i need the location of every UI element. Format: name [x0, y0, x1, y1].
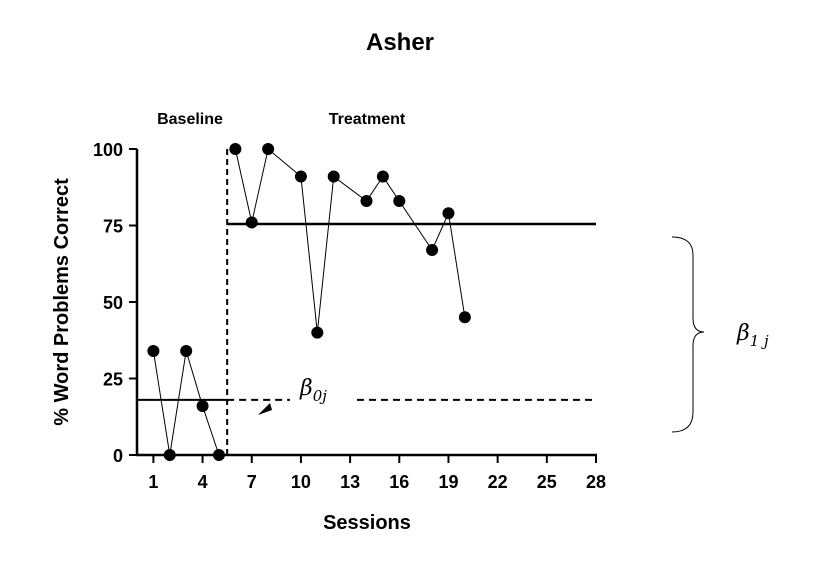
- data-point: [229, 143, 242, 155]
- data-point: [458, 311, 471, 324]
- phase-lines: [137, 149, 596, 455]
- series-line-treatment: [234, 148, 466, 333]
- x-tick-label: 7: [247, 472, 257, 492]
- data-point: [442, 207, 455, 220]
- x-tick-label: 22: [488, 472, 508, 492]
- x-tick-label: 13: [340, 472, 360, 492]
- x-tick-label: 16: [389, 472, 409, 492]
- data-series: [147, 143, 471, 461]
- x-ticks: 1 4 7 10 13 16 19 22 25 28: [148, 455, 606, 492]
- y-tick-label: 25: [103, 370, 123, 390]
- chart-title: Asher: [366, 29, 434, 56]
- data-point: [163, 449, 176, 461]
- y-tick-label: 100: [93, 140, 123, 160]
- beta0-label: β0j: [299, 376, 327, 405]
- data-point: [180, 344, 193, 357]
- y-axis-label: % Word Problems Correct: [51, 178, 73, 426]
- beta0-arrowhead: [258, 403, 272, 415]
- phase-label-treatment: Treatment: [329, 111, 406, 128]
- data-point: [393, 195, 406, 208]
- data-point: [327, 170, 340, 183]
- y-tick-label: 75: [103, 217, 123, 237]
- data-point: [147, 344, 160, 357]
- x-tick-label: 1: [148, 472, 158, 492]
- series-line-baseline: [152, 350, 220, 456]
- data-point: [294, 170, 307, 183]
- data-point: [212, 449, 225, 461]
- x-tick-label: 4: [198, 472, 208, 492]
- data-point: [196, 400, 209, 413]
- data-point: [360, 195, 373, 208]
- x-tick-label: 28: [586, 472, 606, 492]
- y-ticks: 0 25 50 75 100: [93, 140, 137, 466]
- y-tick-label: 0: [113, 446, 123, 466]
- data-point: [245, 216, 258, 229]
- x-axis-label: Sessions: [323, 512, 411, 534]
- beta1-annotation: β1 j: [671, 236, 769, 433]
- x-tick-label: 10: [291, 472, 311, 492]
- x-tick-label: 25: [537, 472, 557, 492]
- data-point: [376, 170, 389, 183]
- beta1-brace: [671, 236, 705, 433]
- data-point: [311, 326, 324, 339]
- axes: 1 4 7 10 13 16 19 22 25 28 0 25 50 75 100: [93, 140, 606, 492]
- data-point: [426, 243, 439, 256]
- y-tick-label: 50: [103, 293, 123, 313]
- phase-label-baseline: Baseline: [157, 111, 223, 128]
- beta1-label: β1 j: [736, 321, 769, 350]
- beta0-annotation: β0j: [258, 376, 327, 415]
- data-point: [262, 143, 275, 155]
- x-tick-label: 19: [438, 472, 458, 492]
